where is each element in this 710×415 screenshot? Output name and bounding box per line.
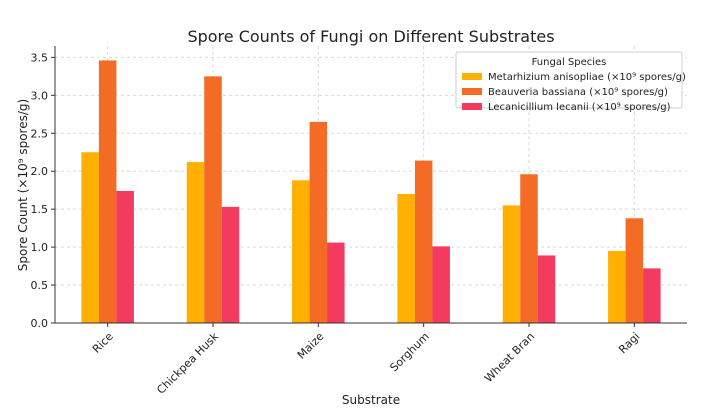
bar	[537, 255, 556, 323]
x-tick-label: Rice	[90, 330, 116, 356]
bar	[397, 193, 415, 323]
x-tick-label: Maize	[295, 330, 327, 362]
y-tick-label: 3.0	[31, 89, 49, 102]
legend-entry-label: Metarhizium anisopliae (×10⁹ spores/g)	[488, 72, 686, 83]
bar	[116, 190, 134, 323]
legend: Fungal Species Metarhizium anisopliae (×…	[455, 51, 686, 113]
x-tick-label: Wheat Bran	[482, 330, 537, 385]
y-tick-label: 2.0	[31, 165, 49, 178]
legend-swatch	[462, 103, 482, 110]
bar	[625, 218, 644, 323]
legend-swatch	[462, 73, 482, 80]
bar	[414, 160, 433, 323]
axes-layer	[54, 46, 687, 324]
legend-box	[455, 51, 683, 109]
bar	[502, 205, 521, 323]
x-tick-label: Sorghum	[387, 330, 431, 374]
bar	[309, 121, 328, 323]
bar	[520, 174, 538, 323]
y-tick-label: 1.5	[31, 203, 49, 216]
bar	[81, 152, 99, 323]
bar	[608, 250, 626, 323]
bar	[98, 60, 117, 323]
bar	[186, 162, 205, 323]
y-axis-label: Spore Count (×10⁹ spores/g)	[16, 99, 30, 271]
legend-entry-label: Beauveria bassiana (×10⁹ spores/g)	[488, 87, 668, 98]
chart-title: Spore Counts of Fungi on Different Subst…	[187, 27, 554, 46]
x-tick-label: Chickpea Husk	[154, 329, 221, 396]
bar	[221, 206, 240, 323]
bars-layer	[81, 60, 661, 323]
bar	[292, 180, 310, 323]
bar	[643, 268, 661, 323]
y-tick-label: 2.5	[31, 127, 49, 140]
y-tick-label: 0.5	[31, 279, 49, 292]
legend-entry-label: Lecanicillium lecanii (×10⁹ spores/g)	[488, 102, 671, 113]
x-tick-label: Ragi	[616, 330, 642, 356]
bar	[327, 242, 345, 323]
bar	[432, 246, 450, 323]
x-axis-label: Substrate	[342, 393, 400, 407]
y-tick-label: 3.5	[31, 51, 49, 64]
y-tick-label: 0.0	[31, 317, 49, 330]
legend-swatch	[462, 88, 482, 95]
bar	[204, 76, 222, 323]
y-tick-label: 1.0	[31, 241, 49, 254]
legend-title: Fungal Species	[532, 57, 607, 68]
